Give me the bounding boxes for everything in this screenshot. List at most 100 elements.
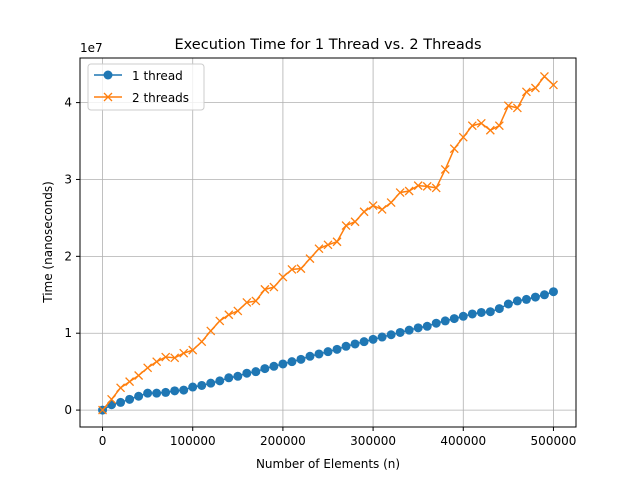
data-point — [206, 378, 216, 388]
data-point — [386, 198, 396, 207]
data-point — [503, 299, 513, 309]
data-point — [179, 348, 189, 358]
data-point — [458, 311, 468, 321]
data-point — [341, 341, 351, 351]
data-point — [377, 204, 387, 214]
data-point — [512, 296, 522, 306]
data-point — [251, 367, 261, 377]
data-point — [179, 385, 189, 395]
data-point — [314, 349, 324, 359]
data-point — [278, 272, 288, 282]
data-point — [359, 337, 369, 347]
data-point — [368, 201, 378, 211]
data-point — [107, 394, 117, 404]
data-point — [260, 364, 270, 374]
data-point — [305, 351, 315, 361]
x-tick-label: 200000 — [260, 434, 306, 448]
x-tick-label: 100000 — [170, 434, 216, 448]
data-point — [287, 264, 297, 274]
plot-area — [80, 58, 576, 427]
data-point — [548, 287, 558, 297]
x-tick-label: 300000 — [350, 434, 396, 448]
data-point — [395, 327, 405, 337]
x-tick-label: 400000 — [440, 434, 486, 448]
data-point — [377, 332, 387, 342]
data-point — [521, 87, 531, 97]
data-point — [296, 354, 306, 364]
data-point — [251, 296, 261, 306]
data-point — [278, 359, 288, 369]
data-point — [152, 357, 162, 367]
y-tick-label: 1 — [64, 326, 72, 340]
data-point — [134, 371, 144, 380]
data-point — [350, 339, 360, 349]
data-point — [467, 309, 477, 319]
data-point — [125, 377, 135, 387]
data-point — [161, 352, 171, 362]
series-1-thread — [98, 287, 558, 415]
x-axis-label: Number of Elements (n) — [256, 457, 400, 471]
data-point — [413, 323, 423, 333]
data-point — [161, 387, 171, 397]
data-point — [206, 326, 216, 336]
data-point — [98, 405, 108, 415]
data-point — [233, 371, 243, 381]
data-point — [467, 121, 477, 131]
data-point — [170, 386, 180, 396]
data-point — [422, 321, 432, 331]
legend-label-1-thread: 1 thread — [132, 69, 183, 83]
data-point — [332, 237, 342, 247]
plot-frame — [79, 57, 577, 428]
data-point — [197, 337, 207, 347]
data-point — [440, 316, 450, 326]
y-tick-label: 4 — [64, 96, 72, 110]
data-point — [530, 292, 540, 302]
data-point — [485, 125, 495, 135]
data-point — [440, 165, 450, 174]
data-point — [431, 183, 441, 193]
data-point — [242, 368, 252, 378]
data-point — [431, 318, 441, 328]
legend-label-2-threads: 2 threads — [132, 91, 189, 105]
data-point — [170, 353, 180, 363]
data-point — [116, 383, 126, 393]
data-point — [143, 363, 153, 373]
y-tick-label: 3 — [64, 172, 72, 186]
data-point — [242, 298, 252, 307]
data-point — [152, 388, 162, 398]
y-tick-label: 0 — [64, 403, 72, 417]
y-tick-label: 2 — [64, 249, 72, 263]
data-point — [521, 294, 531, 304]
data-point — [197, 380, 207, 390]
chart-title: Execution Time for 1 Thread vs. 2 Thread… — [175, 37, 482, 53]
data-point — [413, 181, 423, 191]
data-point — [503, 101, 513, 111]
data-point — [494, 304, 504, 314]
series-2-threads — [98, 71, 558, 415]
data-point — [296, 264, 306, 274]
x-axis: 0 100000 200000 300000 400000 500000 — [99, 427, 576, 448]
legend-marker-2-threads — [103, 92, 113, 102]
data-point — [422, 181, 432, 191]
y-axis-multiplier: 1e7 — [80, 41, 103, 55]
data-point — [368, 334, 378, 344]
y-axis: 0 1 2 3 4 — [64, 96, 80, 417]
data-point — [188, 345, 198, 355]
data-point — [539, 290, 549, 300]
data-point — [215, 316, 225, 326]
data-point — [332, 344, 342, 354]
data-point — [386, 330, 396, 340]
data-point — [512, 103, 522, 113]
data-point — [539, 71, 549, 81]
data-point — [143, 388, 153, 398]
data-point — [323, 347, 333, 357]
data-point — [233, 306, 243, 316]
series-layer — [98, 71, 558, 415]
data-point — [449, 314, 459, 324]
data-point — [287, 357, 297, 367]
data-point — [485, 307, 495, 317]
data-point — [476, 307, 486, 317]
data-point — [224, 310, 234, 320]
y-axis-label: Time (nanoseconds) — [41, 181, 55, 304]
